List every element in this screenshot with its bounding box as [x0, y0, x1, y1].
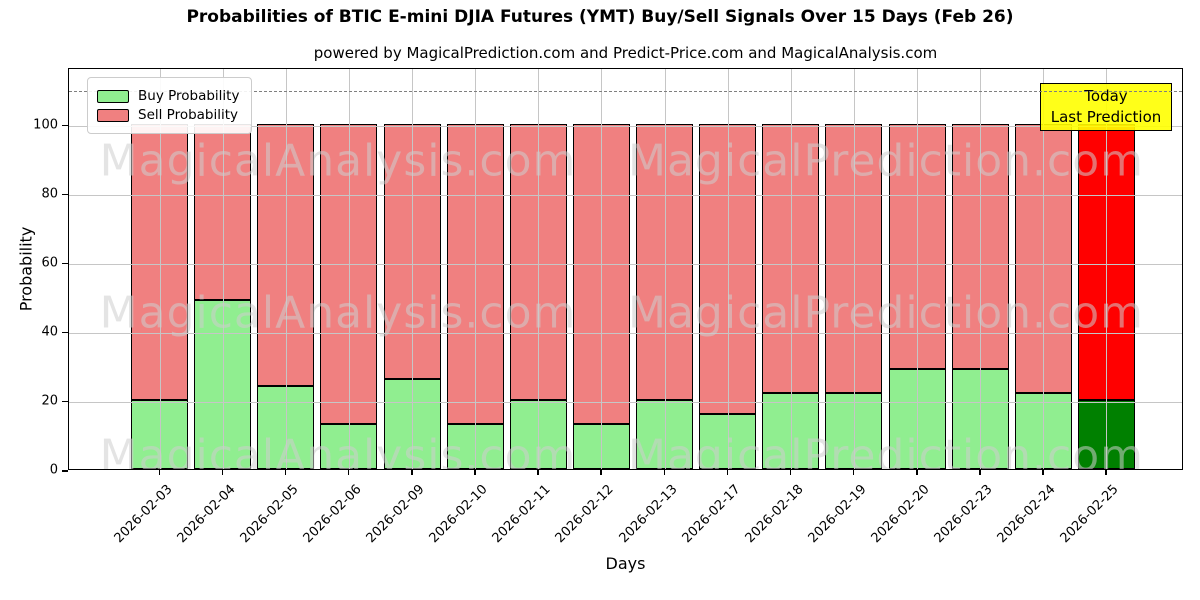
watermark-right: MagicalPrediction.com [628, 135, 1144, 187]
y-tick-mark [62, 470, 68, 472]
x-tick-label: 2026-02-23 [931, 482, 996, 547]
x-tick-mark [852, 470, 855, 475]
x-tick-label: 2026-02-05 [237, 482, 302, 547]
x-tick-label: 2026-02-17 [679, 482, 744, 547]
y-tick-mark [62, 331, 68, 334]
x-tick-mark [916, 470, 918, 475]
legend-entry-buy: Buy Probability [97, 88, 239, 104]
x-tick-label: 2026-02-24 [994, 482, 1059, 547]
buy-swatch-icon [97, 89, 129, 103]
legend: Buy Probability Sell Probability [87, 77, 253, 134]
y-tick-label: 0 [49, 462, 58, 478]
watermark-left: MagicalAnalysis.com [99, 135, 577, 187]
x-tick-mark [1105, 470, 1107, 475]
chart-title: Probabilities of BTIC E-mini DJIA Future… [186, 7, 1014, 27]
x-tick-label: 2026-02-25 [1058, 482, 1123, 547]
gridline-x [790, 69, 792, 469]
gridline-x [980, 69, 982, 469]
y-tick-mark [62, 124, 68, 127]
x-tick-label: 2026-02-19 [805, 482, 870, 547]
gridline-x [1043, 69, 1045, 469]
x-tick-label: 2026-02-18 [742, 482, 807, 547]
plot-area: Buy Probability Sell Probability Today L… [68, 68, 1183, 470]
x-tick-label: 2026-02-03 [111, 482, 176, 547]
today-annotation-box: Today Last Prediction [1040, 83, 1172, 131]
gridline-x [159, 69, 161, 469]
gridline-y [69, 263, 1182, 265]
watermark-left: MagicalAnalysis.com [99, 287, 577, 339]
gridline-x [853, 69, 855, 469]
legend-buy-label: Buy Probability [138, 88, 240, 104]
y-tick-label: 80 [41, 186, 58, 202]
x-tick-mark [600, 470, 602, 475]
y-tick-label: 100 [33, 117, 58, 133]
gridline-x [917, 69, 919, 469]
x-tick-label: 2026-02-12 [552, 482, 618, 547]
x-tick-mark [284, 470, 287, 475]
y-tick-mark [62, 400, 68, 403]
gridline-x [538, 69, 540, 469]
gridline-y [69, 401, 1182, 403]
x-tick-mark [537, 470, 539, 475]
x-tick-mark [663, 470, 666, 475]
x-tick-mark [726, 470, 729, 475]
x-tick-mark [347, 470, 350, 475]
sell-swatch-icon [97, 108, 129, 122]
x-tick-mark [1042, 470, 1044, 475]
y-tick-mark [62, 262, 68, 265]
x-tick-mark [221, 470, 224, 475]
x-tick-mark [474, 470, 476, 475]
gridline-x [664, 69, 666, 469]
gridline-y [69, 194, 1182, 196]
x-tick-mark [789, 470, 792, 475]
y-tick-label: 20 [41, 393, 58, 409]
gridline-x [285, 69, 287, 469]
gridline-x [348, 69, 350, 469]
x-axis-label: Days [605, 554, 646, 573]
gridline-x [475, 69, 477, 469]
watermark-right: MagicalPrediction.com [628, 287, 1144, 339]
gridline-x [222, 69, 224, 469]
legend-sell-label: Sell Probability [138, 107, 239, 123]
y-tick-label: 40 [41, 324, 58, 340]
x-tick-mark [979, 470, 981, 475]
x-tick-label: 2026-02-09 [363, 482, 428, 547]
x-tick-label: 2026-02-11 [489, 482, 554, 547]
gridline-y [69, 332, 1182, 334]
watermark-right: MagicalPrediction.com [628, 430, 1144, 470]
gridline-x [727, 69, 729, 469]
x-tick-mark [158, 470, 160, 475]
x-tick-label: 2026-02-20 [868, 482, 933, 547]
today-annotation-line1: Today [1084, 87, 1128, 105]
x-tick-mark [411, 470, 413, 475]
x-tick-label: 2026-02-06 [300, 482, 365, 547]
gridline-x [412, 69, 414, 469]
x-tick-label: 2026-02-13 [616, 482, 681, 547]
legend-entry-sell: Sell Probability [97, 107, 239, 123]
dashed-threshold-line [69, 91, 1182, 93]
chart-subtitle: powered by MagicalPrediction.com and Pre… [313, 44, 938, 62]
y-tick-label: 60 [41, 255, 58, 271]
x-tick-label: 2026-02-10 [426, 482, 491, 547]
x-tick-label: 2026-02-04 [174, 482, 239, 547]
gridline-x [601, 69, 603, 469]
gridline-x [1106, 69, 1108, 469]
today-annotation-line2: Last Prediction [1050, 108, 1162, 126]
y-tick-mark [62, 193, 68, 196]
watermark-left: MagicalAnalysis.com [99, 430, 577, 470]
gridline-y [69, 125, 1182, 127]
